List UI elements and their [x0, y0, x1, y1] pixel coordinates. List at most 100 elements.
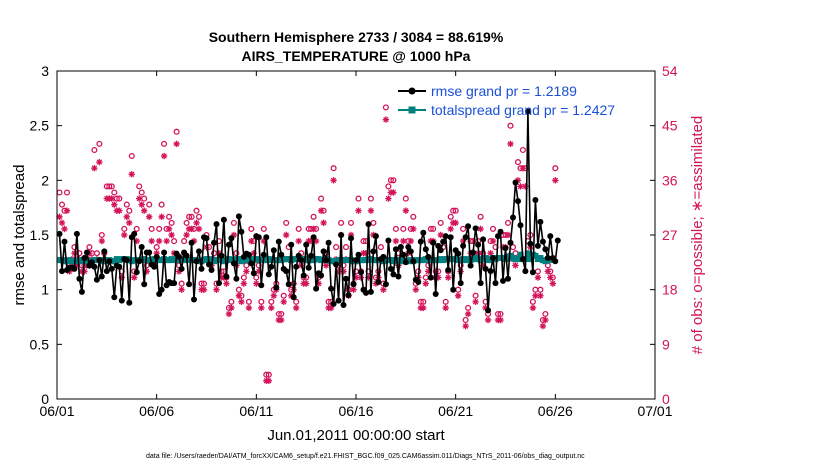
obs-possible-point [171, 238, 178, 245]
obs-possible-point [146, 201, 153, 208]
obs-possible-point [96, 140, 103, 147]
rmse-point [325, 239, 332, 246]
obs-possible-point [355, 195, 362, 202]
rmse-point [512, 179, 519, 186]
rmse-point [103, 268, 110, 275]
asterisk-stroke [283, 232, 289, 238]
rmse-point [397, 244, 404, 250]
obs-assimilated-point [213, 286, 220, 293]
obs-possible-point [63, 189, 71, 196]
obs-assimilated-point [121, 231, 128, 239]
x-axis-ticks: 06/01 06/06 06/11 06/16 06/21 06/26 07/01 [39, 71, 673, 419]
rmse-point [485, 307, 492, 314]
obs-assimilated-point [330, 177, 337, 184]
obs-possible-point [465, 304, 472, 311]
obs-assimilated-point [278, 316, 285, 324]
obs-assimilated-point [160, 152, 168, 160]
obs-possible-point [71, 244, 78, 251]
asterisk-stroke [517, 183, 524, 190]
obs-assimilated-point [367, 207, 375, 214]
rmse-point [106, 258, 113, 265]
obs-assimilated-point [136, 195, 143, 202]
rmse-point [472, 225, 479, 232]
obs-possible-point [136, 183, 143, 190]
asterisk-stroke [295, 238, 302, 244]
obs-possible-point [258, 298, 265, 305]
asterisk-stroke [512, 262, 519, 269]
rmse-point [273, 284, 280, 291]
asterisk-stroke [445, 274, 451, 281]
obs-assimilated-point [223, 280, 230, 287]
obs-possible-point [430, 225, 437, 232]
rmse-point [213, 221, 220, 228]
rmse-point [290, 294, 297, 301]
obs-assimilated-point [253, 280, 260, 287]
asterisk-stroke [158, 214, 165, 220]
rmse-point [303, 241, 310, 248]
rmse-point [519, 256, 526, 263]
obs-assimilated-point [145, 213, 153, 220]
rmse-point [382, 281, 389, 288]
obs-possible-point [402, 195, 409, 202]
rmse-point [497, 228, 504, 235]
obs-possible-point [507, 122, 514, 129]
obs-assimilated-point [240, 280, 248, 287]
rmse-point [367, 288, 374, 295]
obs-possible-point [253, 274, 260, 281]
rmse-point [131, 230, 138, 237]
legend-spread-marker [408, 106, 416, 114]
rmse-point [230, 260, 237, 267]
asterisk-stroke [156, 238, 162, 244]
obs-possible-point [532, 286, 539, 293]
rmse-point [345, 292, 352, 299]
obs-possible-point [268, 298, 275, 305]
rmse-point [136, 258, 143, 265]
rmse-point [216, 280, 222, 287]
obs-possible-point [477, 213, 484, 220]
obs-possible-point [240, 274, 247, 281]
rmse-point [81, 255, 88, 261]
obs-possible-point [519, 146, 526, 154]
asterisk-stroke [530, 305, 536, 311]
asterisk-stroke [213, 286, 220, 293]
asterisk-stroke [413, 286, 419, 293]
obs-assimilated-point [489, 237, 497, 245]
obs-assimilated-point [392, 237, 400, 245]
asterisk-stroke [61, 226, 68, 232]
obs-possible-point [58, 201, 66, 208]
rmse-point [417, 238, 424, 245]
y-right-tick-label: 9 [662, 336, 670, 352]
obs-possible-point [156, 225, 163, 232]
rmse-point [335, 297, 342, 304]
rmse-point [250, 270, 257, 277]
asterisk-stroke [423, 280, 429, 287]
rmse-point [76, 275, 83, 282]
rmse-point [502, 245, 509, 252]
rmse-point [532, 197, 539, 203]
asterisk-stroke [146, 214, 152, 220]
obs-possible-point [489, 225, 497, 232]
rmse-point [268, 263, 275, 270]
asterisk-stroke [64, 208, 70, 214]
asterisk-stroke [281, 299, 287, 305]
obs-assimilated-point [155, 237, 163, 245]
obs-possible-point [325, 298, 332, 305]
rmse-point [380, 253, 387, 260]
rmse-point [111, 294, 118, 301]
asterisk-stroke [278, 317, 284, 323]
rmse-point [328, 285, 335, 292]
rmse-point [228, 235, 235, 242]
obs-assimilated-point [534, 274, 542, 281]
obs-assimilated-point [442, 304, 449, 312]
y-left-axis-label: rmse and totalspread [11, 165, 28, 306]
obs-possible-point [278, 310, 285, 318]
rmse-point [293, 263, 300, 270]
obs-assimilated-point [188, 225, 195, 233]
asterisk-stroke [537, 293, 544, 299]
obs-possible-point [260, 225, 267, 232]
rmse-point [462, 234, 469, 241]
obs-assimilated-point [542, 316, 549, 324]
y-right-tick-label: 54 [662, 63, 678, 79]
rmse-point [101, 248, 108, 255]
rmse-point [447, 234, 454, 241]
